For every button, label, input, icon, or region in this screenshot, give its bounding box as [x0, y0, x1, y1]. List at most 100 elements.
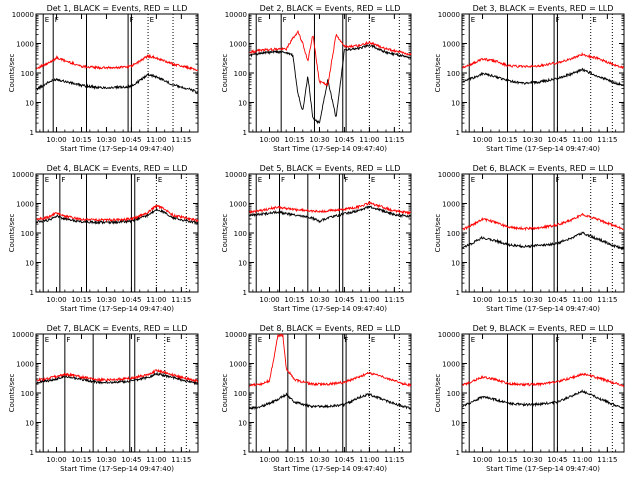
series-line-events: [462, 231, 625, 251]
y-tick-label: 10000: [12, 11, 34, 19]
y-tick-label: 10: [451, 260, 460, 268]
x-axis-label: Start Time (17-Sep-14 09:47:40): [60, 305, 174, 313]
x-tick-label: 11:15: [597, 136, 617, 144]
event-marker-label: E: [371, 336, 375, 344]
event-marker-label: E: [150, 16, 154, 24]
series-line-events: [36, 72, 199, 94]
x-axis-label: Start Time (17-Sep-14 09:47:40): [273, 305, 387, 313]
y-tick-label: 10000: [12, 331, 34, 339]
x-tick-label: 10:00: [259, 456, 279, 464]
y-tick-label: 1000: [442, 361, 460, 369]
chart-det-1: Det 1, BLACK = Events, RED = LLD 1 10 100 10…: [8, 4, 199, 153]
series-line-lld: [249, 201, 412, 216]
series-line-lld: [36, 53, 199, 72]
chart-title: Det 9, BLACK = Events, RED = LLD: [473, 324, 614, 333]
y-tick-label: 1000: [16, 201, 34, 209]
x-tick-label: 11:15: [171, 296, 191, 304]
x-tick-label: 10:00: [46, 456, 66, 464]
y-tick-label: 10000: [12, 171, 34, 179]
x-tick-label: 10:00: [259, 296, 279, 304]
y-tick-label: 1: [456, 289, 460, 297]
y-tick-label: 10000: [225, 11, 247, 19]
series-line-lld: [462, 372, 625, 388]
y-axis-label: Counts/sec: [221, 374, 229, 413]
x-tick-label: 10:00: [472, 456, 492, 464]
chart-det-9: Det 9, BLACK = Events, RED = LLD 1 10 100 10…: [434, 324, 625, 473]
x-tick-label: 11:00: [572, 296, 592, 304]
plot-frame: [461, 333, 625, 453]
x-tick-label: 11:15: [171, 136, 191, 144]
event-marker-label: F: [66, 336, 70, 344]
chart-title: Det 4, BLACK = Events, RED = LLD: [47, 164, 188, 173]
event-marker-label: F: [136, 336, 140, 344]
x-axis-label: Start Time (17-Sep-14 09:47:40): [486, 465, 600, 473]
x-tick-label: 10:45: [547, 456, 567, 464]
y-tick-label: 10: [25, 100, 34, 108]
chart-title: Det 5, BLACK = Events, RED = LLD: [260, 164, 401, 173]
series-line-events: [249, 392, 412, 411]
x-tick-label: 10:00: [46, 296, 66, 304]
x-axis-label: Start Time (17-Sep-14 09:47:40): [273, 465, 387, 473]
x-tick-label: 10:15: [71, 456, 91, 464]
y-axis-label: Counts/sec: [8, 374, 16, 413]
series-line-events: [462, 389, 625, 409]
x-tick-label: 10:30: [522, 136, 542, 144]
y-tick-label: 100: [21, 70, 34, 78]
event-marker-label: F: [281, 176, 285, 184]
x-tick-label: 11:15: [597, 296, 617, 304]
chart-det-7: Det 7, BLACK = Events, RED = LLD 1 10 100 10…: [8, 324, 199, 473]
y-tick-label: 10000: [225, 171, 247, 179]
x-tick-label: 10:45: [121, 296, 141, 304]
x-tick-label: 10:45: [121, 136, 141, 144]
series-line-events: [36, 371, 199, 386]
y-tick-label: 1: [243, 129, 247, 137]
chart-det-2: Det 2, BLACK = Events, RED = LLD 1 10 100 10…: [221, 4, 412, 153]
y-tick-label: 1000: [229, 201, 247, 209]
series-line-lld: [249, 333, 412, 388]
event-marker-label: E: [258, 16, 262, 24]
y-tick-label: 1: [30, 129, 34, 137]
y-tick-label: 1: [456, 449, 460, 457]
event-marker-label: E: [471, 176, 475, 184]
x-tick-label: 10:45: [121, 456, 141, 464]
chart-det-3: Det 3, BLACK = Events, RED = LLD 1 10 100 10…: [434, 4, 625, 153]
event-marker-label: E: [45, 176, 49, 184]
event-marker-label: E: [592, 176, 596, 184]
chart-title: Det 7, BLACK = Events, RED = LLD: [47, 324, 188, 333]
y-tick-label: 10: [25, 420, 34, 428]
x-tick-label: 10:30: [96, 456, 116, 464]
event-marker-label: E: [371, 176, 375, 184]
y-tick-label: 100: [447, 390, 460, 398]
x-tick-label: 10:15: [497, 136, 517, 144]
x-tick-label: 11:15: [171, 456, 191, 464]
y-axis-label: Counts/sec: [434, 54, 442, 93]
x-tick-label: 10:15: [71, 296, 91, 304]
x-tick-label: 10:30: [522, 456, 542, 464]
y-tick-label: 1: [243, 449, 247, 457]
event-marker-label: E: [258, 176, 262, 184]
y-tick-label: 1: [30, 449, 34, 457]
event-marker-label: F: [55, 16, 59, 24]
event-marker-label: F: [61, 176, 65, 184]
event-marker-label: F: [348, 16, 352, 24]
y-tick-label: 10000: [438, 331, 460, 339]
x-tick-label: 11:15: [597, 456, 617, 464]
y-tick-label: 10000: [438, 11, 460, 19]
x-tick-label: 10:45: [547, 136, 567, 144]
plot-frame: [461, 13, 625, 133]
chart-title: Det 2, BLACK = Events, RED = LLD: [260, 4, 401, 13]
y-tick-label: 10: [238, 260, 247, 268]
series-line-events: [36, 207, 199, 225]
y-axis-label: Counts/sec: [434, 214, 442, 253]
y-axis-label: Counts/sec: [221, 54, 229, 93]
x-tick-label: 10:15: [71, 136, 91, 144]
plot-frame: [35, 333, 199, 453]
y-tick-label: 10: [25, 260, 34, 268]
x-axis-label: Start Time (17-Sep-14 09:47:40): [486, 305, 600, 313]
x-axis-label: Start Time (17-Sep-14 09:47:40): [486, 145, 600, 153]
event-marker-label: F: [283, 16, 287, 24]
plot-frame: [35, 13, 199, 133]
event-marker-label: E: [166, 336, 170, 344]
x-tick-label: 11:00: [359, 136, 379, 144]
